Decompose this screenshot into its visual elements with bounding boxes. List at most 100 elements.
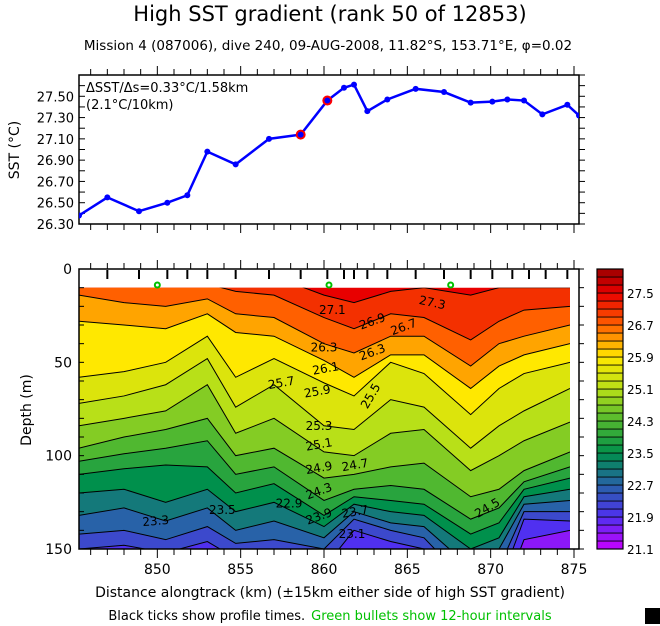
depth-axis-label: Depth (m) bbox=[19, 374, 35, 446]
green-bullet-12h bbox=[325, 281, 333, 289]
colorbar-swatch bbox=[596, 396, 624, 406]
colorbar-label: 25.1 bbox=[627, 383, 654, 397]
isotherm-line bbox=[79, 488, 570, 549]
isotherm-line bbox=[79, 464, 570, 535]
sst-point bbox=[351, 81, 357, 88]
contour-label: 25.3 bbox=[306, 419, 333, 433]
isotherm-line bbox=[79, 417, 570, 498]
footer-note: Black ticks show profile times. Green bul… bbox=[108, 609, 551, 624]
colorbar-label: 27.5 bbox=[627, 287, 654, 301]
colorbar-swatch bbox=[596, 404, 624, 414]
contour-label: 27.3 bbox=[418, 293, 447, 312]
contour-label: 24.7 bbox=[341, 456, 370, 474]
contour-label: 23.5 bbox=[209, 503, 236, 517]
sst-point bbox=[467, 99, 474, 106]
colorbar-swatch bbox=[596, 308, 624, 318]
colorbar: 21.1 21.9 22.7 23.5 24.3 25.1 25.9 26.7 27.5 bbox=[596, 268, 654, 557]
colorbar-frame bbox=[596, 268, 624, 550]
isotherm-line bbox=[79, 499, 570, 549]
sst-point bbox=[266, 135, 272, 142]
chart-title: High SST gradient (rank 50 of 12853) bbox=[133, 2, 526, 26]
x-tick-label: 860 bbox=[311, 562, 338, 578]
y-tick-label: 26.50 bbox=[37, 197, 74, 212]
colorbar-swatch bbox=[596, 492, 624, 502]
isotherm-line bbox=[79, 440, 570, 520]
colorbar-label: 21.9 bbox=[627, 511, 654, 525]
colorbar-label: 23.5 bbox=[627, 447, 654, 461]
isotherm-line bbox=[79, 511, 570, 549]
contour-label: 25.7 bbox=[267, 374, 296, 392]
colorbar-swatch bbox=[596, 540, 624, 550]
isotherm-line bbox=[79, 384, 570, 472]
y-tick-label: 26.90 bbox=[37, 154, 74, 169]
isotherm-line bbox=[79, 357, 570, 449]
colorbar-swatch bbox=[596, 348, 624, 358]
chart-subtitle: Mission 4 (087006), dive 240, 09-AUG-200… bbox=[84, 38, 572, 54]
y-tick-label: 150 bbox=[45, 542, 72, 558]
colorbar-label: 26.7 bbox=[627, 319, 654, 333]
colorbar-swatch bbox=[596, 284, 624, 294]
x-tick-label: 870 bbox=[477, 562, 504, 578]
colorbar-swatch bbox=[596, 324, 624, 334]
colorbar-swatch bbox=[596, 356, 624, 366]
x-tick-label: 865 bbox=[394, 562, 421, 578]
sst-point-highlighted bbox=[322, 95, 333, 106]
gradient-annotation-per10km: (2.1°C/10km) bbox=[86, 98, 174, 113]
colorbar-swatch bbox=[596, 468, 624, 478]
colorbar-swatch bbox=[596, 476, 624, 486]
sst-point bbox=[104, 194, 111, 201]
sst-point bbox=[412, 85, 419, 92]
colorbar-swatch bbox=[596, 428, 624, 438]
y-tick-label: 27.50 bbox=[37, 90, 74, 105]
isotherm-line bbox=[79, 313, 570, 390]
sst-point bbox=[564, 101, 571, 108]
sst-point bbox=[364, 108, 371, 115]
contour-label: 22.9 bbox=[276, 496, 303, 510]
sst-series bbox=[79, 81, 579, 219]
colorbar-swatch bbox=[596, 436, 624, 446]
isotherm-line bbox=[302, 287, 570, 304]
y-tick-label: 26.70 bbox=[37, 175, 74, 190]
colorbar-label: 24.3 bbox=[627, 415, 654, 429]
colorbar-label: 25.9 bbox=[627, 351, 654, 365]
colorbar-swatch bbox=[596, 340, 624, 350]
contour-label: 24.9 bbox=[305, 459, 334, 477]
sst-point bbox=[521, 97, 527, 104]
colorbar-label: 21.1 bbox=[627, 543, 654, 557]
gradient-annotation: ΔSST/Δs=0.33°C/1.58km bbox=[86, 81, 248, 96]
plot-frame bbox=[78, 268, 580, 550]
sst-point bbox=[136, 208, 142, 215]
sst-point bbox=[341, 84, 347, 91]
isotherm-line bbox=[79, 335, 570, 416]
colorbar-swatch bbox=[596, 508, 624, 518]
isotherm-line bbox=[219, 287, 570, 341]
colorbar-swatch bbox=[596, 372, 624, 382]
colorbar-label: 22.7 bbox=[627, 479, 654, 493]
distance-axis-label: Distance alongtrack (km) (±15km either s… bbox=[95, 585, 565, 601]
colorbar-swatch bbox=[596, 484, 624, 494]
sst-axis-label: SST (°C) bbox=[7, 121, 23, 179]
contour-band bbox=[354, 530, 570, 549]
sst-point bbox=[384, 96, 391, 103]
colorbar-swatch bbox=[596, 380, 624, 390]
y-tick-label: 100 bbox=[45, 449, 72, 465]
colorbar-swatch bbox=[596, 516, 624, 526]
colorbar-swatch bbox=[596, 292, 624, 302]
contour-label: 25.1 bbox=[305, 435, 334, 453]
colorbar-swatch bbox=[596, 532, 624, 542]
x-tick-label: 855 bbox=[227, 562, 254, 578]
sst-point bbox=[489, 98, 496, 105]
black-square-marker bbox=[645, 608, 660, 624]
colorbar-swatch bbox=[596, 332, 624, 342]
colorbar-swatch bbox=[596, 276, 624, 286]
y-tick-label: 50 bbox=[54, 355, 72, 371]
y-tick-label: 26.30 bbox=[37, 218, 74, 233]
contour-fill bbox=[79, 287, 570, 549]
contour-label: 23.7 bbox=[341, 502, 370, 520]
annotation-group: ΔSST/Δs=0.33°C/1.58km (2.1°C/10km) bbox=[86, 81, 248, 113]
sst-point bbox=[184, 192, 191, 199]
sst-point bbox=[576, 112, 579, 119]
contour-label: 26.3 bbox=[311, 340, 338, 354]
colorbar-swatch bbox=[596, 460, 624, 470]
